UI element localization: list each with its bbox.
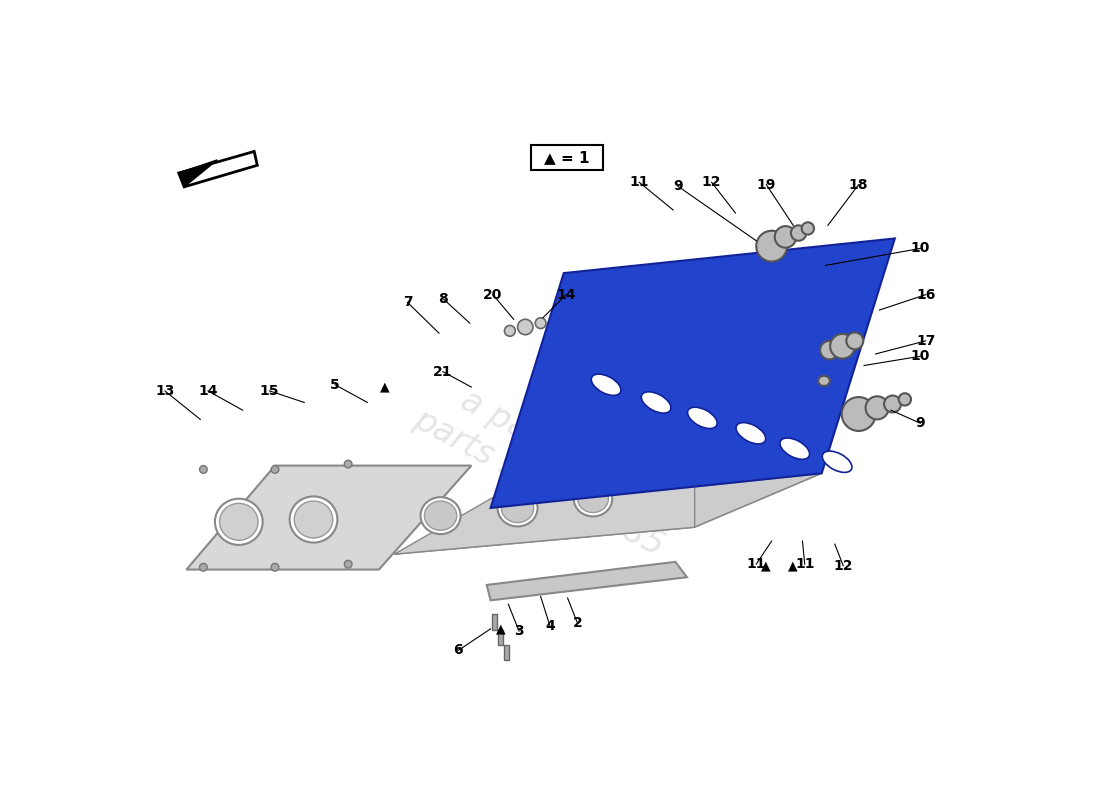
Circle shape — [774, 226, 796, 248]
Circle shape — [899, 394, 911, 406]
Text: ▲: ▲ — [788, 559, 798, 572]
Ellipse shape — [502, 494, 534, 522]
Text: 10: 10 — [911, 242, 930, 255]
Circle shape — [505, 326, 515, 336]
Circle shape — [271, 563, 279, 571]
Ellipse shape — [220, 503, 258, 540]
Polygon shape — [178, 160, 218, 187]
Circle shape — [830, 334, 855, 358]
Text: 3: 3 — [515, 624, 524, 638]
Ellipse shape — [289, 496, 338, 542]
Circle shape — [757, 230, 788, 262]
Text: 21: 21 — [433, 365, 452, 378]
FancyBboxPatch shape — [531, 145, 603, 170]
Text: 10: 10 — [911, 350, 930, 363]
Circle shape — [536, 318, 546, 329]
Text: 7: 7 — [403, 295, 412, 310]
Text: 13: 13 — [155, 384, 175, 398]
Circle shape — [517, 319, 534, 334]
Circle shape — [199, 466, 207, 474]
Polygon shape — [491, 238, 895, 508]
Text: ▲: ▲ — [381, 381, 389, 394]
Text: 16: 16 — [916, 288, 935, 302]
Polygon shape — [178, 151, 257, 187]
Text: 15: 15 — [260, 384, 279, 398]
Text: ▲: ▲ — [761, 559, 770, 572]
Ellipse shape — [574, 481, 613, 517]
Polygon shape — [486, 562, 686, 600]
Circle shape — [199, 563, 207, 571]
Circle shape — [884, 395, 901, 413]
Circle shape — [344, 460, 352, 468]
Text: 11: 11 — [629, 175, 649, 190]
Text: 2: 2 — [573, 617, 583, 630]
Text: 11: 11 — [795, 557, 814, 571]
Text: 4: 4 — [544, 618, 554, 633]
Bar — [505, 645, 509, 661]
Ellipse shape — [688, 407, 717, 429]
Text: 9: 9 — [673, 179, 682, 193]
Circle shape — [802, 222, 814, 234]
Text: ▲ = 1: ▲ = 1 — [544, 150, 590, 165]
Ellipse shape — [592, 374, 620, 395]
Text: ▲: ▲ — [496, 622, 505, 635]
Text: 19: 19 — [757, 178, 776, 191]
Ellipse shape — [295, 501, 332, 538]
Text: 12: 12 — [834, 558, 852, 573]
Ellipse shape — [818, 376, 829, 386]
Ellipse shape — [736, 422, 766, 444]
Text: 18: 18 — [849, 178, 868, 191]
Ellipse shape — [214, 498, 263, 545]
Circle shape — [821, 341, 838, 359]
Polygon shape — [395, 466, 695, 554]
Circle shape — [271, 466, 279, 474]
Circle shape — [791, 226, 806, 241]
Ellipse shape — [823, 451, 851, 473]
Bar — [492, 614, 497, 630]
Text: 14: 14 — [557, 288, 575, 302]
Circle shape — [846, 332, 864, 350]
Text: a passion for
parts since 1985: a passion for parts since 1985 — [408, 369, 689, 562]
Text: 17: 17 — [916, 334, 935, 348]
Text: 8: 8 — [438, 291, 448, 306]
Text: 11: 11 — [747, 557, 766, 571]
Text: 9: 9 — [915, 416, 925, 430]
Ellipse shape — [420, 497, 461, 534]
Text: 12: 12 — [702, 175, 722, 190]
Text: 14: 14 — [198, 384, 218, 398]
Ellipse shape — [578, 485, 608, 513]
Bar — [498, 630, 503, 645]
Polygon shape — [186, 466, 472, 570]
Circle shape — [866, 396, 889, 419]
Ellipse shape — [780, 438, 810, 459]
Ellipse shape — [425, 501, 456, 530]
Text: 20: 20 — [483, 288, 503, 302]
Ellipse shape — [497, 490, 538, 526]
Circle shape — [842, 397, 876, 431]
Circle shape — [344, 560, 352, 568]
Text: 5: 5 — [330, 378, 340, 392]
Text: 6: 6 — [453, 643, 463, 658]
Polygon shape — [395, 474, 822, 554]
Ellipse shape — [641, 392, 671, 413]
